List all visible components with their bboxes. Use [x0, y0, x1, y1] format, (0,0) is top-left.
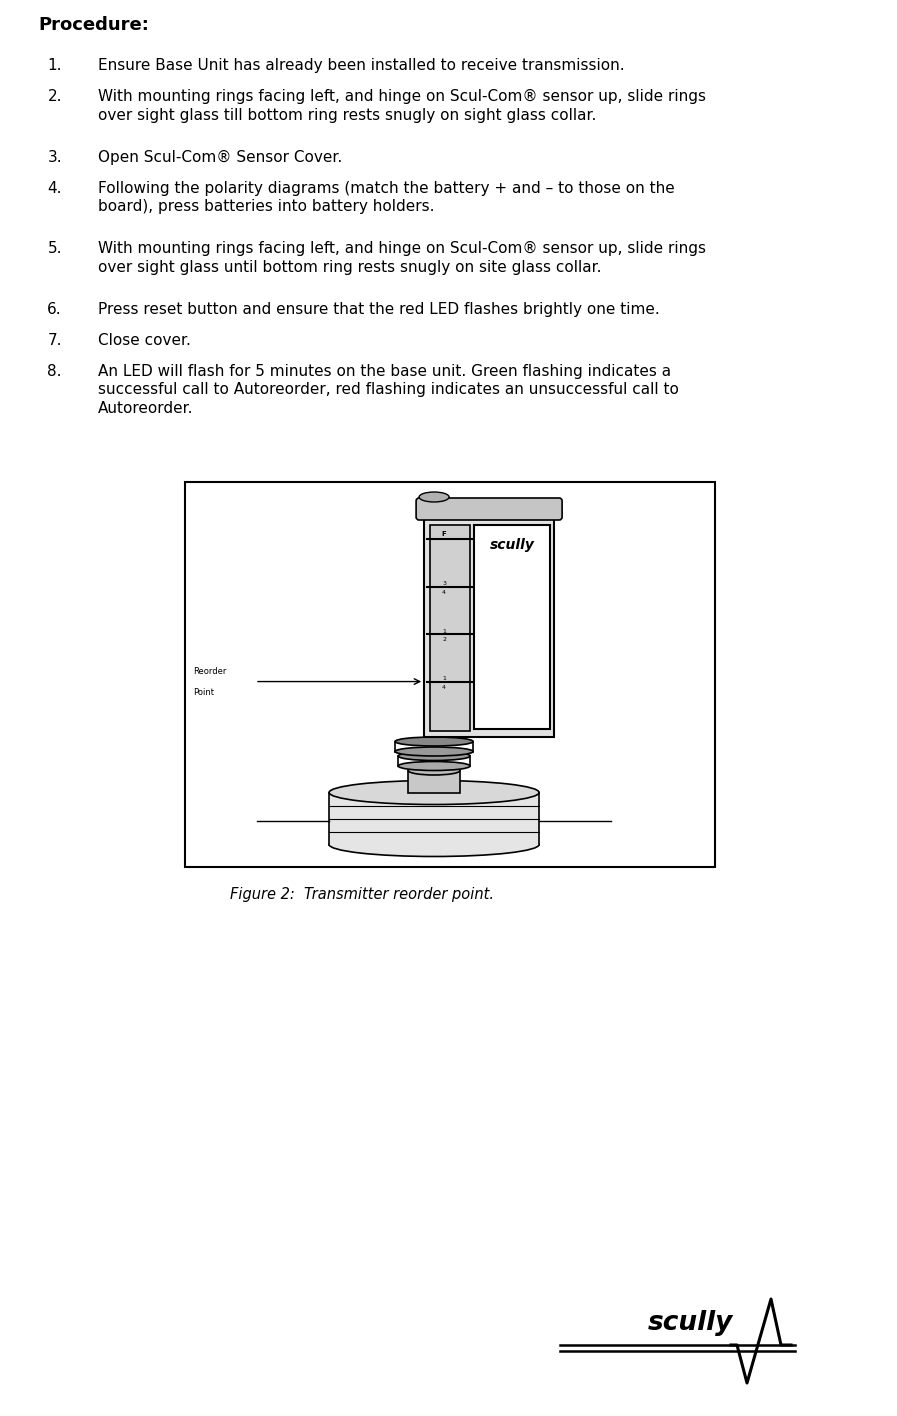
Text: Reorder: Reorder: [193, 667, 226, 675]
Ellipse shape: [329, 780, 539, 804]
Text: 4.: 4.: [48, 180, 62, 195]
Text: Following the polarity diagrams (match the battery + and – to those on the
board: Following the polarity diagrams (match t…: [98, 180, 675, 214]
Text: Open Scul-Com® Sensor Cover.: Open Scul-Com® Sensor Cover.: [98, 150, 343, 164]
Text: An LED will flash for 5 minutes on the base unit. Green flashing indicates a
suc: An LED will flash for 5 minutes on the b…: [98, 364, 679, 416]
Text: 8.: 8.: [48, 364, 62, 378]
FancyBboxPatch shape: [416, 498, 562, 520]
Text: With mounting rings facing left, and hinge on Scul-Com® sensor up, slide rings
o: With mounting rings facing left, and hin…: [98, 89, 706, 123]
Ellipse shape: [408, 766, 460, 775]
Text: Procedure:: Procedure:: [38, 16, 149, 34]
Bar: [329, 793, 539, 844]
Bar: [408, 770, 460, 793]
Text: 4: 4: [442, 684, 446, 690]
Bar: [185, 481, 715, 867]
Text: Figure 2:  Transmitter reorder point.: Figure 2: Transmitter reorder point.: [230, 886, 494, 902]
Ellipse shape: [395, 748, 473, 756]
Bar: [424, 517, 554, 736]
Bar: [475, 525, 550, 729]
Text: 7.: 7.: [48, 333, 62, 347]
Ellipse shape: [398, 752, 470, 760]
Text: Close cover.: Close cover.: [98, 333, 191, 347]
Text: F: F: [441, 531, 447, 537]
Ellipse shape: [395, 736, 473, 746]
Text: Point: Point: [193, 688, 214, 697]
Text: scully: scully: [648, 1310, 733, 1337]
Text: scully: scully: [490, 538, 535, 552]
Text: 1: 1: [442, 629, 446, 634]
Text: 1: 1: [442, 675, 446, 681]
Ellipse shape: [329, 833, 539, 857]
Text: 1.: 1.: [48, 58, 62, 74]
Text: With mounting rings facing left, and hinge on Scul-Com® sensor up, slide rings
o: With mounting rings facing left, and hin…: [98, 241, 706, 275]
Text: 3: 3: [442, 582, 446, 586]
Text: 4: 4: [442, 590, 446, 595]
Text: 6.: 6.: [48, 302, 62, 317]
Text: 2.: 2.: [48, 89, 62, 103]
Text: Ensure Base Unit has already been installed to receive transmission.: Ensure Base Unit has already been instal…: [98, 58, 624, 74]
Text: Press reset button and ensure that the red LED flashes brightly one time.: Press reset button and ensure that the r…: [98, 302, 665, 317]
Text: 5.: 5.: [48, 241, 62, 256]
Ellipse shape: [398, 762, 470, 770]
Bar: [430, 525, 470, 731]
Ellipse shape: [419, 491, 449, 503]
Text: 2: 2: [442, 637, 446, 643]
Text: 3.: 3.: [48, 150, 62, 164]
